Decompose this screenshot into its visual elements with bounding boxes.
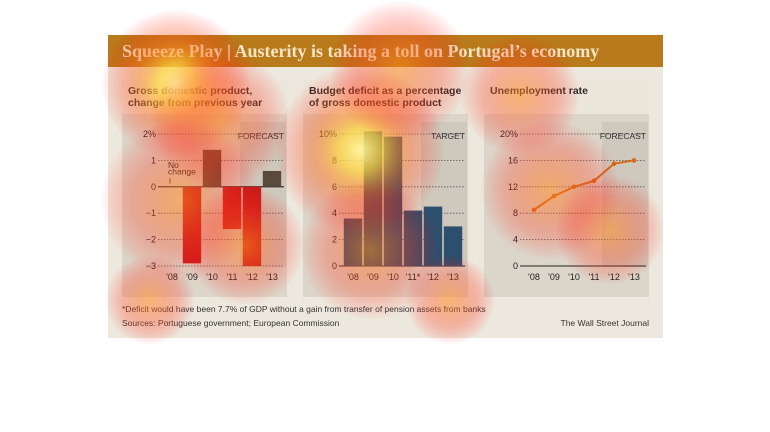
y-tick-label: 4 [513, 235, 518, 245]
annotation-label: change [168, 167, 196, 177]
gdp-panel: Gross domestic product, change from prev… [122, 80, 287, 297]
y-tick-label: 6 [332, 182, 337, 192]
footnote: *Deficit would have been 7.7% of GDP wit… [122, 304, 486, 314]
y-tick-label: 10% [319, 129, 337, 139]
deficit-chart: TARGET 10% 8 6 4 2 0 '08 '09 '10 '11* '12 '13 [319, 122, 467, 282]
y-tick-label: 16 [508, 155, 518, 165]
bar [423, 206, 443, 266]
x-tick-label: '12 [608, 272, 620, 282]
y-tick-label: 2 [332, 235, 337, 245]
y-tick-label: 2% [143, 129, 156, 139]
forecast-band [602, 122, 648, 267]
x-tick-label: '13 [628, 272, 640, 282]
unemployment-chart: FORECAST 20% 16 12 8 4 0 '08 '09 '10 '11 '12 '13 [500, 122, 648, 282]
bar [242, 186, 262, 266]
x-tick-label: '13 [266, 272, 278, 282]
credit-line: The Wall Street Journal [560, 318, 650, 328]
data-point [611, 161, 617, 166]
title-bar: Squeeze Play | Austerity is taking a tol… [108, 35, 663, 67]
bar [363, 131, 383, 266]
infographic-title: Squeeze Play | Austerity is taking a tol… [122, 41, 600, 61]
y-tick-label: −3 [146, 261, 156, 271]
y-tick-label: 20% [500, 129, 518, 139]
x-tick-label: '12 [427, 272, 439, 282]
y-tick-label: 0 [513, 261, 518, 271]
x-tick-label: '11* [406, 272, 421, 282]
bar [182, 186, 202, 264]
x-tick-label: '09 [186, 272, 198, 282]
x-tick-label: '10 [387, 272, 399, 282]
y-tick-label: −1 [146, 208, 156, 218]
x-tick-label: '11 [588, 272, 599, 282]
data-point [591, 178, 597, 184]
band-label: FORECAST [600, 131, 646, 141]
x-tick-label: '11 [226, 272, 237, 282]
band-label: TARGET [431, 131, 465, 141]
x-tick-label: '10 [206, 272, 218, 282]
y-tick-label: −2 [146, 235, 156, 245]
data-point [551, 193, 557, 199]
band-label: FORECAST [238, 131, 284, 141]
data-point [631, 158, 637, 163]
y-tick-label: 4 [332, 208, 337, 218]
x-tick-label: '13 [447, 272, 459, 282]
data-point [531, 207, 537, 213]
data-point [571, 184, 577, 190]
x-tick-label: '09 [548, 272, 560, 282]
sources-note: Sources: Portuguese government; European… [122, 318, 340, 328]
deficit-panel: Budget deficit as a percentage of gross … [303, 80, 468, 297]
bar [222, 186, 242, 230]
x-tick-label: '09 [367, 272, 379, 282]
unemployment-panel: Unemployment rate FORECAST 20% 16 12 8 4 0'08 '… [484, 80, 649, 297]
bar [262, 170, 282, 187]
y-tick-label: 12 [508, 182, 518, 192]
x-tick-label: '12 [246, 272, 258, 282]
y-tick-label: 0 [151, 182, 156, 192]
x-tick-label: '08 [166, 272, 178, 282]
y-tick-label: 0 [332, 261, 337, 271]
gdp-chart: FORECAST2%10−1−2−3'08'09'10'11'12'13Noch… [143, 122, 286, 282]
y-tick-label: 1 [151, 155, 156, 165]
x-tick-label: '08 [347, 272, 359, 282]
x-tick-label: '08 [528, 272, 540, 282]
y-tick-label: 8 [332, 155, 337, 165]
bar [202, 149, 222, 187]
bar [443, 226, 463, 266]
bar [343, 218, 363, 266]
bar [383, 136, 403, 266]
bar [403, 210, 423, 266]
x-tick-label: '10 [568, 272, 580, 282]
y-tick-label: 8 [513, 208, 518, 218]
infographic: Squeeze Play | Austerity is taking a tol… [108, 35, 663, 338]
